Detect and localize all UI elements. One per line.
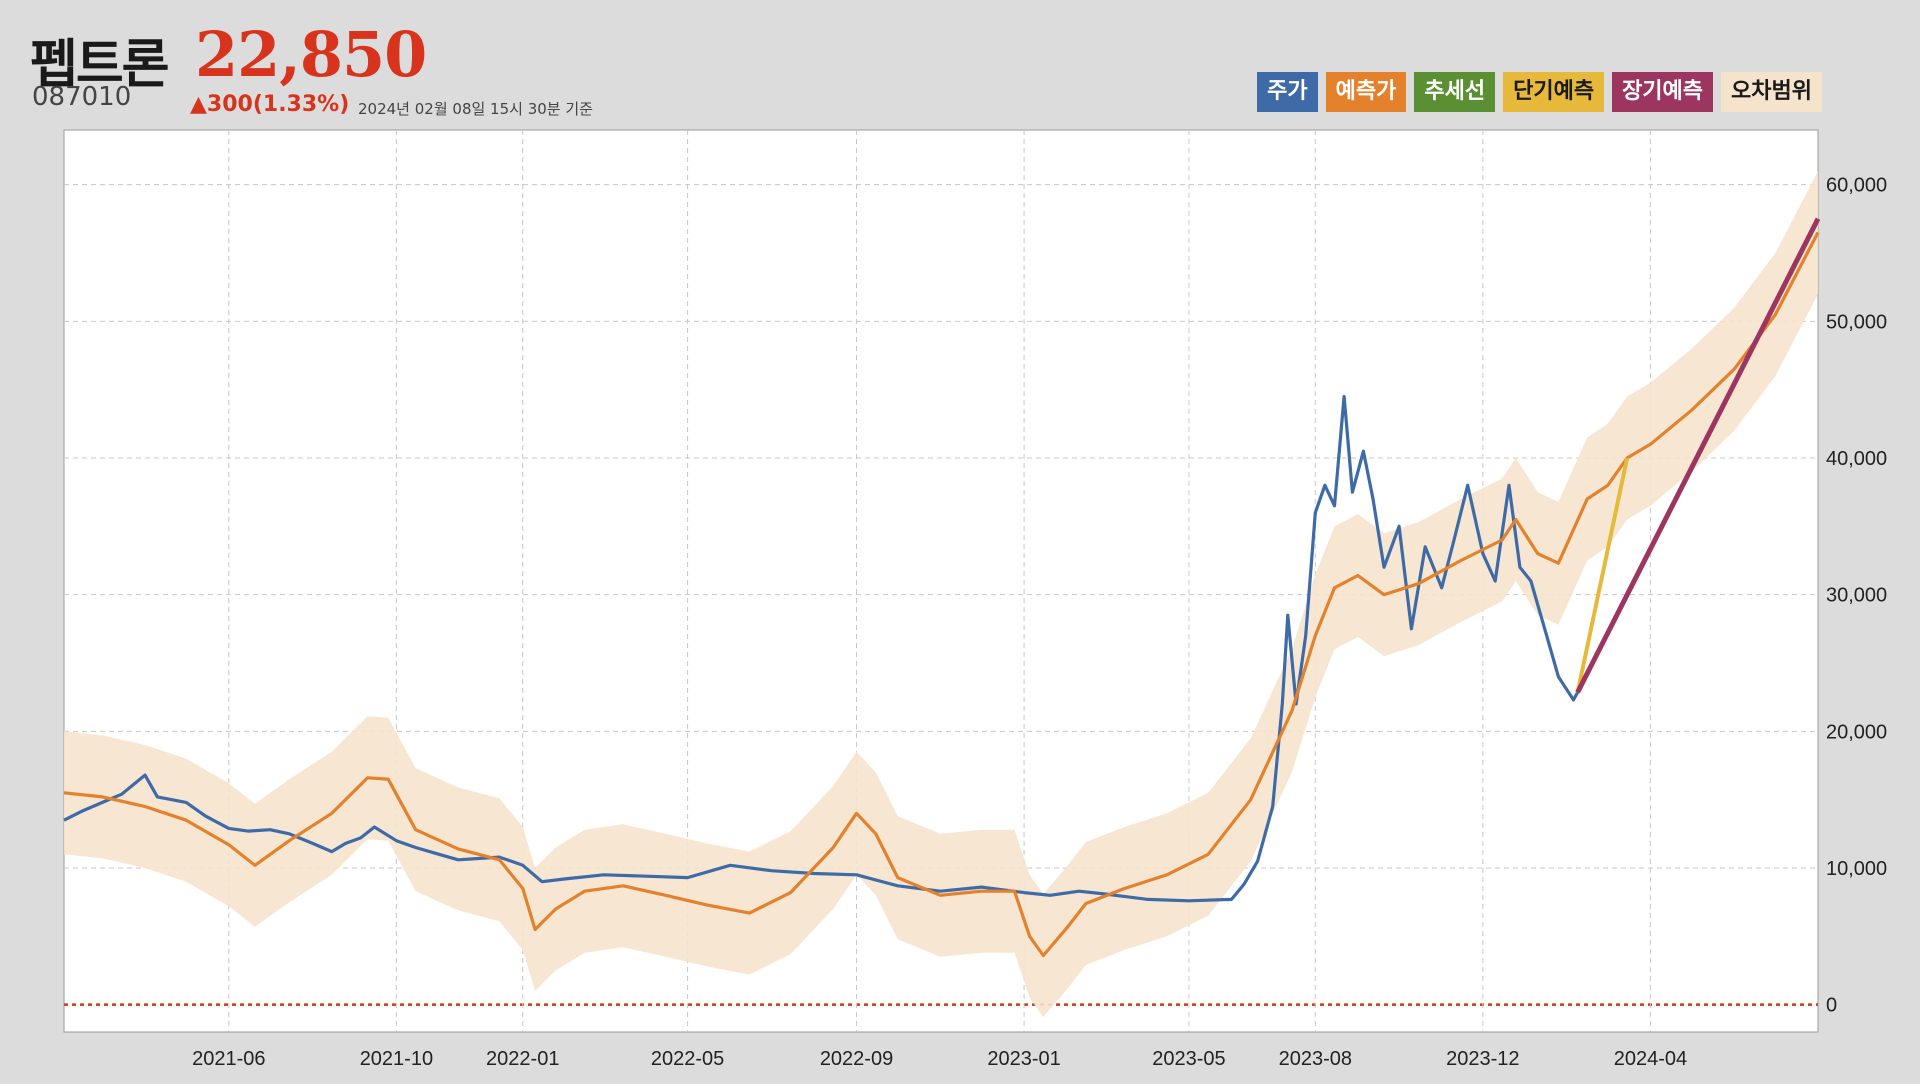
x-tick-label: 2023-12 [1446,1048,1519,1070]
x-tick-label: 2024-04 [1614,1048,1687,1070]
price-change: ▲300(1.33%) [190,92,350,117]
x-tick-label: 2021-10 [360,1048,433,1070]
legend-predicted[interactable]: 예측가 [1325,72,1407,112]
legend: 주가 예측가 추세선 단기예측 장기예측 오차범위 [1257,72,1822,112]
legend-short-term[interactable]: 단기예측 [1503,72,1605,112]
x-tick-label: 2021-06 [192,1048,265,1070]
x-tick-label: 2023-05 [1152,1048,1225,1070]
current-price: 22,850 [195,18,427,91]
stock-code: 087010 [32,82,132,112]
predicted-line [63,231,1820,958]
y-tick-label: 60,000 [1826,175,1887,197]
x-tick-label: 2022-05 [651,1048,724,1070]
timestamp: 2024년 02월 08일 15시 30분 기준 [358,100,593,118]
y-tick-label: 20,000 [1826,721,1887,743]
y-tick-label: 30,000 [1826,585,1887,607]
series-lines [63,217,1821,958]
x-tick-label: 2023-01 [987,1048,1060,1070]
legend-long-term[interactable]: 장기예측 [1612,72,1714,112]
tick-labels: 0 10,000 20,000 30,000 40,000 50,000 60,000 202… [192,175,1887,1070]
long-term-forecast-line [1575,217,1821,694]
legend-price[interactable]: 주가 [1257,72,1318,112]
legend-trend[interactable]: 추세선 [1414,72,1496,112]
short-term-forecast-line [1575,457,1630,693]
price-line [63,394,1580,903]
x-tick-label: 2022-01 [486,1048,559,1070]
y-tick-label: 50,000 [1826,311,1887,333]
y-tick-label: 10,000 [1826,858,1887,880]
y-tick-label: 40,000 [1826,448,1887,470]
error-band-area [64,171,1818,1017]
error-band [64,171,1818,1017]
legend-error-range[interactable]: 오차범위 [1721,72,1822,112]
y-tick-label: 0 [1826,995,1837,1017]
x-tick-label: 2022-09 [820,1048,893,1070]
stock-name: 펩트론 [30,35,170,95]
x-tick-label: 2023-08 [1279,1048,1352,1070]
